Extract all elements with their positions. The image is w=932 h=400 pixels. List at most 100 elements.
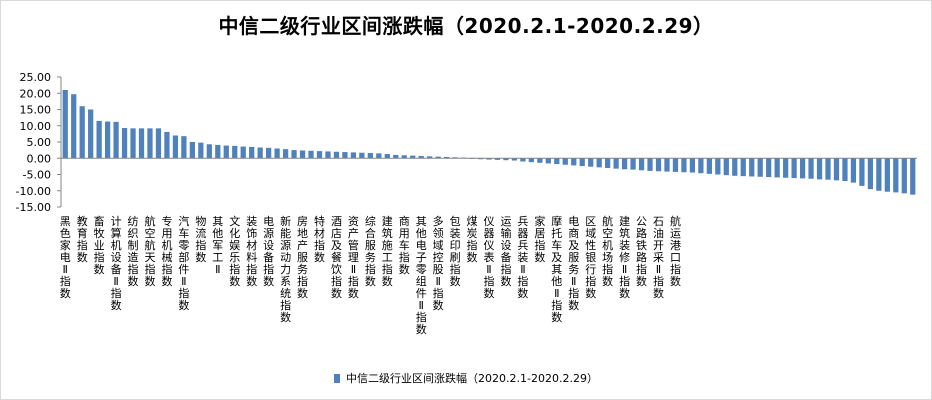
bar: [859, 158, 865, 186]
bar: [842, 158, 848, 181]
bar: [571, 158, 577, 166]
bar: [808, 158, 814, 179]
bar: [901, 158, 907, 194]
bar: [621, 158, 628, 170]
bar: [528, 158, 534, 163]
bar: [164, 131, 170, 159]
bar: [172, 135, 179, 159]
bar: [893, 158, 899, 193]
bar: [562, 158, 568, 165]
bar: [494, 158, 501, 160]
x-tick-label: 石油开采 Ⅱ 指数: [653, 215, 664, 300]
bar: [638, 158, 645, 171]
bar: [554, 158, 560, 165]
bar: [545, 158, 551, 164]
bar: [732, 158, 738, 176]
bar: [520, 158, 526, 162]
x-tick-label: 新能源动力系统指数: [280, 214, 291, 324]
bar: [342, 152, 348, 159]
bar: [706, 158, 712, 174]
x-tick-label: 教育指数: [77, 215, 88, 264]
y-tick-label: 20.00: [20, 87, 52, 100]
x-tick-label: 区域性银行指数: [585, 215, 596, 300]
bar: [588, 158, 594, 167]
bar: [630, 158, 636, 170]
bar: [791, 158, 797, 179]
bar: [647, 158, 653, 171]
bar: [783, 158, 789, 178]
bar: [799, 158, 806, 179]
bar: [825, 158, 831, 180]
bar: [359, 152, 365, 159]
bar: [198, 142, 204, 159]
bar: [333, 151, 340, 159]
bar: [240, 146, 246, 159]
y-tick-label: -10.00: [16, 185, 51, 198]
bar: [266, 147, 272, 159]
bar: [740, 158, 746, 177]
legend-swatch: [334, 374, 341, 383]
bar: [876, 158, 882, 191]
x-tick-label: 物流指数: [195, 214, 206, 264]
bar: [774, 158, 780, 178]
bar: [444, 156, 450, 159]
legend: 中信二级行业区间涨跌幅（2020.2.1-2020.2.29）: [0, 370, 932, 386]
x-tick-label: 商用车指数: [399, 214, 410, 276]
y-tick-label: 5.00: [27, 136, 52, 149]
bar: [113, 121, 119, 159]
bar: [655, 158, 662, 172]
bar: [672, 158, 679, 172]
bar: [206, 144, 212, 159]
bar: [511, 158, 518, 161]
bar: [232, 145, 238, 159]
bar: [664, 158, 670, 172]
x-tick-label: 多领域控股 Ⅱ 指数: [433, 214, 444, 312]
bar: [325, 151, 331, 159]
bar: [138, 128, 145, 159]
x-tick-label: 包装印刷指数: [450, 215, 461, 288]
bar: [681, 158, 687, 173]
bar: [850, 158, 857, 183]
x-tick-label: 电商及服务 Ⅱ 指数: [568, 215, 579, 312]
bar: [757, 158, 763, 177]
bar: [418, 155, 424, 159]
x-tick-label: 摩托车及其他 Ⅱ 指数: [551, 214, 562, 324]
bar: [579, 158, 585, 167]
x-tick-label: 其他军工 Ⅱ: [212, 215, 223, 276]
bar: [486, 158, 492, 160]
bar: [867, 158, 874, 190]
y-tick-label: 25.00: [20, 71, 52, 84]
x-tick-label: 运输设备指数: [500, 215, 511, 288]
x-tick-label: 航空机场指数: [602, 214, 613, 288]
bar: [884, 158, 890, 192]
bar: [189, 142, 195, 159]
bar: [316, 151, 323, 159]
bar: [833, 158, 840, 181]
x-tick-label: 黑色家电 Ⅱ 指数: [60, 215, 71, 300]
x-tick-label: 装饰材料指数: [246, 215, 257, 288]
bar: [723, 158, 729, 176]
bar: [257, 147, 263, 159]
x-tick-label: 综合服务指数: [365, 214, 376, 288]
x-tick-label: 公路铁路指数: [636, 215, 647, 288]
bar: [223, 145, 229, 159]
x-tick-label: 文化娱乐指数: [229, 214, 240, 288]
bar: [274, 148, 280, 159]
bar: [816, 158, 823, 180]
bar: [537, 158, 543, 163]
x-tick-label: 电源设备指数: [263, 215, 274, 288]
x-tick-label: 建筑施工指数: [382, 214, 393, 288]
bar: [282, 149, 289, 159]
bar: [121, 128, 128, 159]
bar: [88, 109, 94, 159]
x-tick-label: 航空航天指数: [144, 214, 155, 288]
bar: [749, 158, 755, 177]
legend-label: 中信二级行业区间涨跌幅（2020.2.1-2020.2.29）: [346, 372, 598, 385]
bar: [596, 158, 602, 168]
bar: [715, 158, 721, 175]
bar: [130, 128, 136, 159]
bar: [147, 128, 153, 159]
x-tick-label: 特材指数: [314, 214, 325, 264]
y-tick-label: -15.00: [16, 201, 51, 214]
